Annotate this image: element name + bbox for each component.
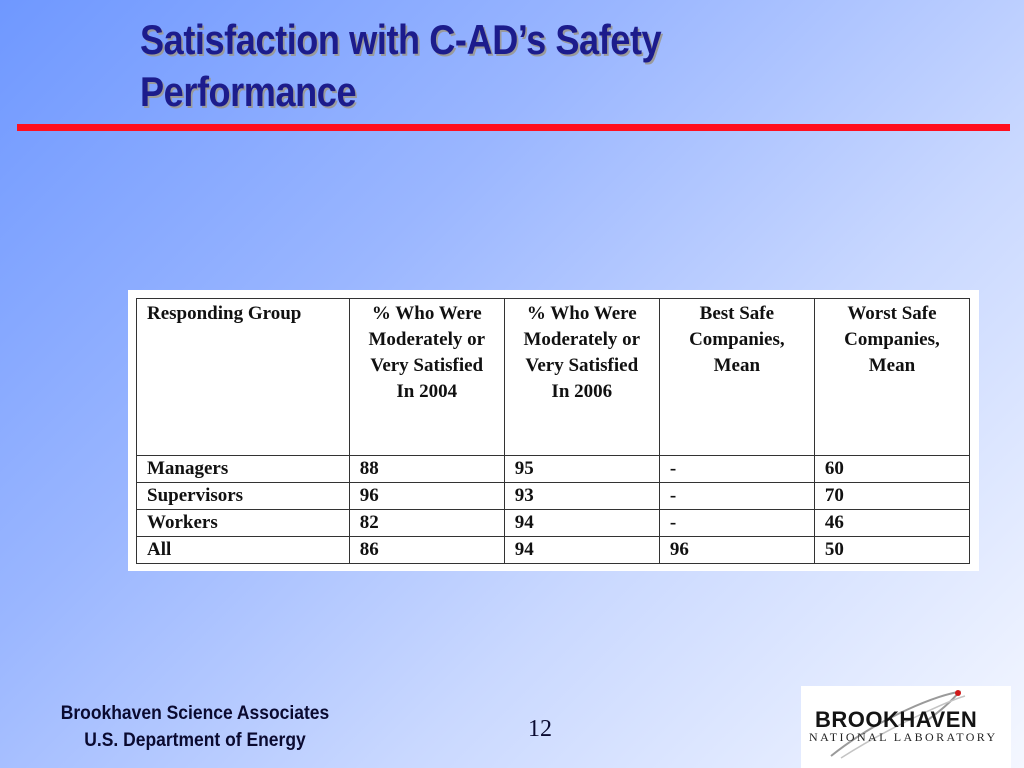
column-header-best-safe-mean: Best Safe Companies, Mean	[658, 298, 815, 456]
table-cell-2004: 86	[348, 536, 505, 564]
table-row: Managers 88 95 - 60	[136, 455, 971, 483]
footer-org-line-2: U.S. Department of Energy	[84, 730, 306, 751]
column-header-worst-safe-mean: Worst Safe Companies, Mean	[813, 298, 971, 456]
table-cell-group: Supervisors	[136, 482, 350, 510]
satisfaction-table: Responding Group % Who Were Moderately o…	[136, 298, 971, 564]
table-cell-best: -	[658, 455, 815, 483]
table-cell-2004: 82	[348, 509, 505, 537]
orbit-swoosh-icon	[830, 690, 966, 759]
table-cell-best: -	[658, 509, 815, 537]
column-header-satisfied-2004: % Who Were Moderately or Very Satisfied …	[348, 298, 505, 456]
table-cell-group: Managers	[136, 455, 350, 483]
slide-title-line-1: Satisfaction with C-AD’s Safety	[140, 16, 662, 63]
column-header-satisfied-2006: % Who Were Moderately or Very Satisfied …	[503, 298, 660, 456]
logo-subtitle: NATIONAL LABORATORY	[809, 730, 998, 744]
title-divider	[17, 124, 1010, 131]
table-cell-best: 96	[658, 536, 815, 564]
page-number: 12	[528, 716, 552, 742]
table-row: Supervisors 96 93 - 70	[136, 482, 971, 510]
table-cell-2006: 95	[503, 455, 660, 483]
table-cell-worst: 50	[813, 536, 971, 564]
column-header-responding-group: Responding Group	[136, 298, 350, 456]
table-cell-worst: 46	[813, 509, 971, 537]
table-cell-worst: 70	[813, 482, 971, 510]
table-card: Responding Group % Who Were Moderately o…	[128, 290, 979, 571]
table-cell-2004: 88	[348, 455, 505, 483]
slide-title-line-2: Performance	[140, 68, 357, 115]
slide-title: Satisfaction with C-AD’s Safety Performa…	[140, 14, 794, 118]
table-cell-2006: 93	[503, 482, 660, 510]
table-cell-group: Workers	[136, 509, 350, 537]
table-header-row: Responding Group % Who Were Moderately o…	[136, 298, 971, 456]
table-cell-worst: 60	[813, 455, 971, 483]
table-cell-2004: 96	[348, 482, 505, 510]
table-cell-2006: 94	[503, 509, 660, 537]
table-cell-2006: 94	[503, 536, 660, 564]
table-row: All 86 94 96 50	[136, 536, 971, 564]
table-row: Workers 82 94 - 46	[136, 509, 971, 537]
footer-org-line-1: Brookhaven Science Associates	[60, 703, 330, 724]
brookhaven-logo: BROOKHAVEN NATIONAL LABORATORY	[801, 686, 1011, 768]
footer-organization: Brookhaven Science Associates U.S. Depar…	[52, 700, 337, 754]
table-cell-best: -	[658, 482, 815, 510]
table-cell-group: All	[136, 536, 350, 564]
logo-wordmark: BROOKHAVEN	[815, 707, 978, 732]
